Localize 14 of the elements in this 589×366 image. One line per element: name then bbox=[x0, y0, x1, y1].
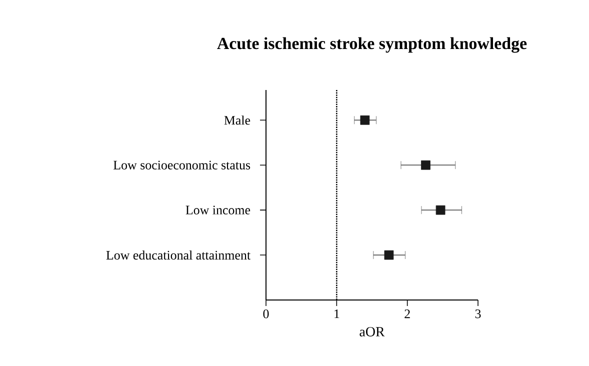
x-tick-label: 3 bbox=[475, 309, 481, 318]
chart-title: Acute ischemic stroke symptom knowledge bbox=[217, 37, 527, 53]
y-tick-label: Low income bbox=[186, 206, 250, 214]
point bbox=[421, 160, 430, 170]
x-axis-title: aOR bbox=[360, 327, 385, 336]
y-tick-label: Low socioeconomic status bbox=[114, 160, 250, 170]
x-tick-label: 1 bbox=[334, 310, 340, 318]
point bbox=[360, 115, 370, 125]
x-tick-label: 2 bbox=[404, 309, 410, 318]
y-tick-label: Low educational attainment bbox=[106, 250, 250, 260]
x-tick-label: 0 bbox=[263, 310, 269, 318]
y-tick-label: Male bbox=[224, 116, 250, 125]
point bbox=[436, 205, 446, 215]
point bbox=[384, 250, 394, 260]
